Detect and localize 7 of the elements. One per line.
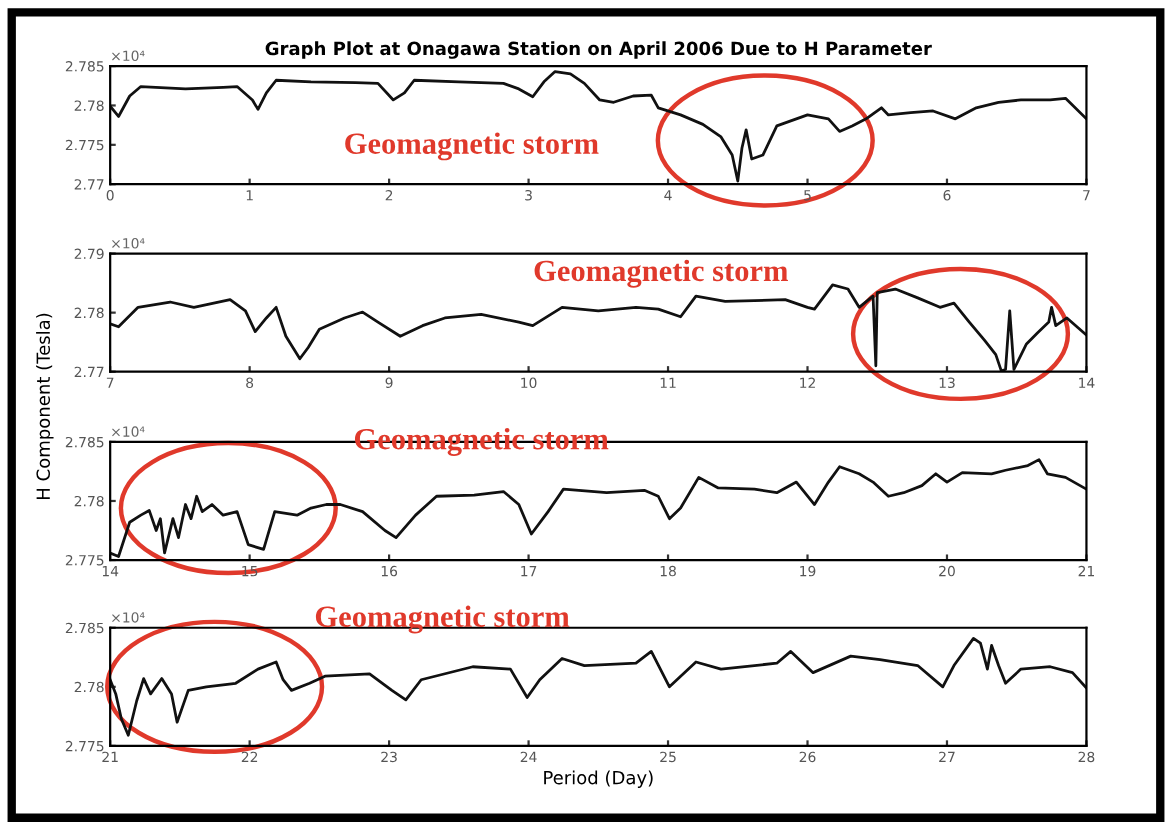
line-series xyxy=(110,70,1087,183)
annotation: Geomagnetic storm xyxy=(345,132,599,161)
x-axis-title: Period (Day) xyxy=(544,770,653,788)
chart-title: Graph Plot at Onagawa Station on April 2006 Due to H Parameter xyxy=(265,41,932,59)
annotation: Geomagnetic storm xyxy=(534,259,788,288)
line-series xyxy=(110,637,1087,737)
y-axis-title: H Component (Tesla) xyxy=(36,313,54,499)
